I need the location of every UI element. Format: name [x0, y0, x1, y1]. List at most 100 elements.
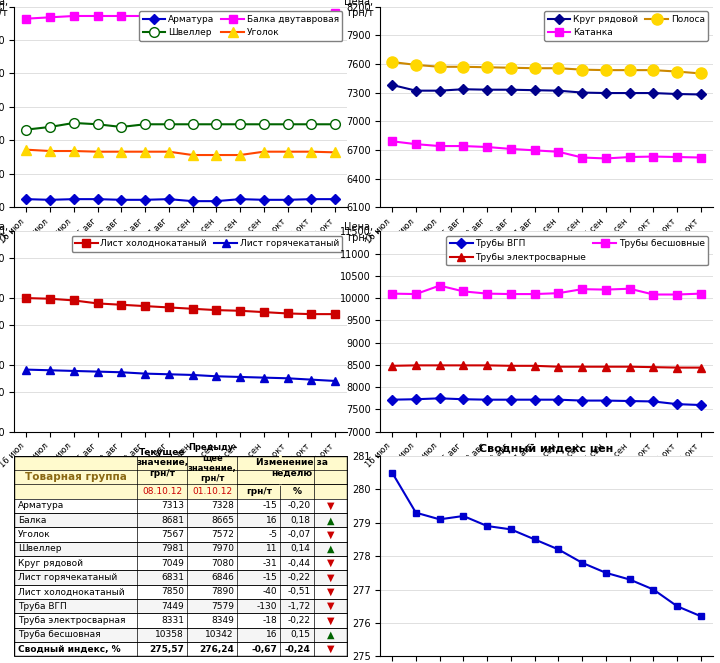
Катанка	[459, 142, 468, 150]
Лист горячекатаный	[307, 376, 315, 384]
Швеллер	[93, 120, 102, 128]
Text: -40: -40	[263, 587, 277, 597]
Text: 8665: 8665	[211, 516, 234, 525]
Text: Предыду-
щее
значение,
грн/т: Предыду- щее значение, грн/т	[188, 443, 237, 483]
Text: 7328: 7328	[211, 501, 234, 511]
Круг рядовой	[649, 89, 658, 97]
Text: 11: 11	[266, 544, 277, 554]
Text: Сводный индекс, %: Сводный индекс, %	[18, 644, 120, 654]
Text: ▼: ▼	[327, 644, 334, 654]
Круг рядовой	[459, 86, 468, 93]
Text: 8331: 8331	[161, 616, 184, 625]
Трубы электросварные	[436, 361, 444, 369]
Трубы электросварные	[483, 361, 492, 369]
Line: Арматура: Арматура	[23, 196, 338, 205]
Text: -31: -31	[262, 559, 277, 568]
Text: -130: -130	[256, 602, 277, 611]
Text: -15: -15	[262, 501, 277, 511]
Круг рядовой	[673, 90, 682, 98]
Line: Круг рядовой: Круг рядовой	[389, 82, 704, 98]
Y-axis label: Цена,
грн/т: Цена, грн/т	[0, 221, 8, 243]
Text: ▼: ▼	[327, 601, 334, 611]
Трубы ВГП	[554, 396, 563, 404]
Арматура	[45, 196, 54, 204]
Балка двутавровая	[330, 9, 339, 17]
Арматура	[22, 195, 30, 203]
Text: 7850: 7850	[161, 587, 184, 597]
Лист холоднокатаный	[140, 302, 149, 310]
Полоса	[412, 61, 420, 69]
Text: ▼: ▼	[327, 501, 334, 511]
Text: -0,51: -0,51	[287, 587, 310, 597]
Text: -0,24: -0,24	[284, 644, 310, 654]
Лист горячекатаный	[283, 375, 292, 383]
Трубы ВГП	[531, 396, 539, 404]
Text: -0,22: -0,22	[287, 573, 310, 582]
Трубы бесшовные	[602, 286, 611, 294]
Трубы ВГП	[388, 396, 397, 404]
Трубы электросварные	[649, 363, 658, 371]
Арматура	[93, 195, 102, 203]
Лист холоднокатаный	[283, 310, 292, 318]
Арматура	[117, 196, 125, 204]
Text: %: %	[292, 487, 302, 496]
Лист холоднокатаный	[307, 310, 315, 318]
Катанка	[507, 145, 516, 153]
Text: Труба электросварная: Труба электросварная	[18, 616, 125, 625]
Text: Балка: Балка	[18, 516, 46, 525]
Круг рядовой	[602, 89, 611, 97]
Text: -0,22: -0,22	[287, 616, 310, 625]
Лист холоднокатаный	[259, 308, 268, 316]
Text: ▼: ▼	[327, 558, 334, 568]
Круг рядовой	[507, 86, 516, 93]
Катанка	[412, 140, 420, 148]
Полоса	[483, 63, 492, 71]
Трубы бесшовные	[554, 289, 563, 297]
Text: ▲: ▲	[327, 515, 334, 525]
Bar	[14, 528, 347, 542]
Text: 08.10.12: 08.10.12	[143, 487, 182, 496]
Y-axis label: Цена,
грн/т: Цена, грн/т	[344, 221, 374, 243]
Text: Арматура: Арматура	[18, 501, 64, 511]
Text: 0,14: 0,14	[290, 544, 310, 554]
Швеллер	[212, 120, 220, 128]
Text: -0,07: -0,07	[287, 530, 310, 539]
Круг рядовой	[436, 87, 444, 95]
Швеллер	[164, 120, 173, 128]
Legend: Трубы ВГП, Трубы электросварные, Трубы бесшовные: Трубы ВГП, Трубы электросварные, Трубы б…	[446, 236, 708, 265]
Швеллер	[330, 120, 339, 128]
Балка двутавровая	[93, 12, 102, 20]
Лист горячекатаный	[45, 366, 54, 374]
Line: Катанка: Катанка	[388, 137, 705, 162]
Text: 0,15: 0,15	[290, 631, 310, 639]
Уголок	[330, 149, 339, 156]
Text: Лист холоднокатаный: Лист холоднокатаный	[18, 587, 125, 597]
Лист горячекатаный	[212, 373, 220, 381]
Катанка	[436, 142, 444, 150]
Bar	[14, 513, 347, 528]
Text: -0,67: -0,67	[251, 644, 277, 654]
Трубы ВГП	[673, 400, 682, 408]
Балка двутавровая	[283, 12, 292, 20]
Лист холоднокатаный	[164, 304, 173, 312]
Уголок	[45, 147, 54, 155]
Лист холоднокатаный	[235, 307, 244, 315]
Уголок	[212, 151, 220, 159]
Швеллер	[307, 120, 315, 128]
Лист горячекатаный	[140, 370, 149, 378]
Text: 7572: 7572	[211, 530, 234, 539]
Text: -5: -5	[268, 530, 277, 539]
Трубы бесшовные	[483, 290, 492, 298]
Балка двутавровая	[188, 12, 197, 20]
Text: 8681: 8681	[161, 516, 184, 525]
Уголок	[93, 148, 102, 156]
Уголок	[283, 148, 292, 156]
Уголок	[69, 147, 78, 155]
Трубы бесшовные	[436, 282, 444, 290]
Трубы бесшовные	[673, 290, 682, 298]
Швеллер	[140, 120, 149, 128]
Уголок	[164, 148, 173, 156]
Полоса	[578, 66, 587, 74]
Трубы ВГП	[602, 396, 611, 404]
Bar	[14, 585, 347, 599]
